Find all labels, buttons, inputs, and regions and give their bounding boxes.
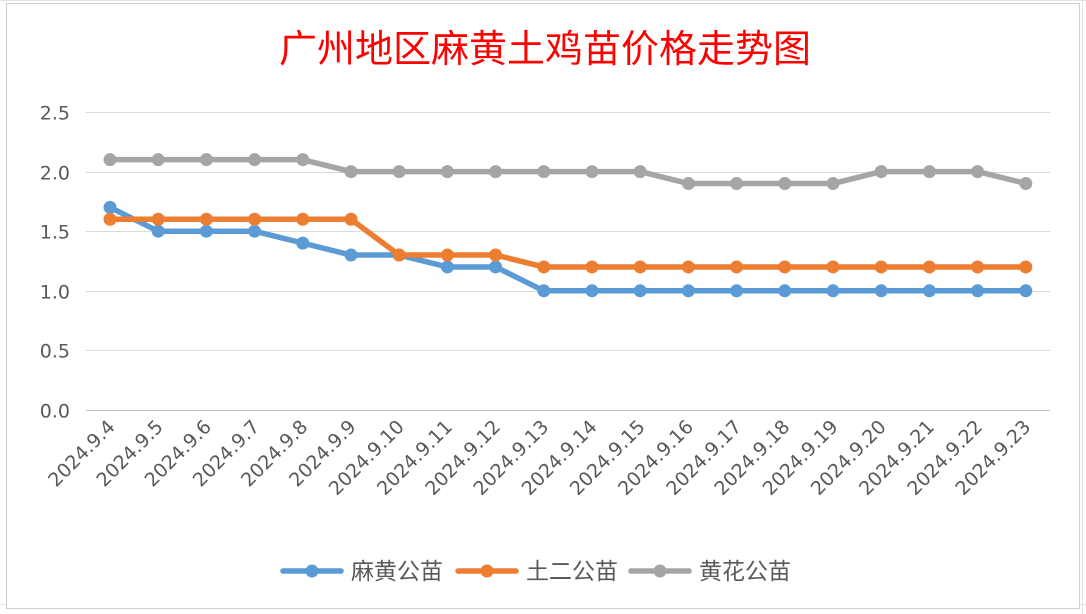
- data-point: [778, 177, 792, 191]
- series-1: [103, 200, 1033, 298]
- data-point: [103, 153, 117, 167]
- data-point: [874, 165, 888, 179]
- legend-label: 麻黄公苗: [351, 559, 443, 585]
- legend-item: 土二公苗: [455, 559, 618, 585]
- data-point: [248, 212, 262, 226]
- data-point: [1019, 177, 1033, 191]
- legend-item: 麻黄公苗: [280, 559, 443, 585]
- data-point: [489, 165, 503, 179]
- data-point: [874, 284, 888, 298]
- legend-label: 黄花公苗: [699, 559, 791, 585]
- data-point: [248, 153, 262, 167]
- data-point: [633, 284, 647, 298]
- chart-frame: [6, 3, 1080, 609]
- data-point: [344, 165, 358, 179]
- data-point: [922, 165, 936, 179]
- data-point: [730, 260, 744, 274]
- data-point: [922, 284, 936, 298]
- data-point: [922, 260, 936, 274]
- y-tick-label: 2.0: [40, 163, 70, 185]
- data-point: [103, 212, 117, 226]
- data-point: [392, 165, 406, 179]
- data-point: [440, 248, 454, 262]
- y-tick-label: 1.0: [40, 282, 70, 304]
- data-point: [296, 212, 310, 226]
- data-point: [296, 153, 310, 167]
- data-point: [874, 260, 888, 274]
- legend: 麻黄公苗 土二公苗 黄花公苗: [280, 559, 791, 585]
- data-point: [440, 260, 454, 274]
- data-point: [971, 260, 985, 274]
- data-point: [730, 177, 744, 191]
- data-point: [489, 248, 503, 262]
- data-point: [826, 284, 840, 298]
- data-point: [826, 260, 840, 274]
- series-line: [107, 156, 1029, 187]
- legend-label: 土二公苗: [526, 559, 618, 585]
- series-2: [103, 212, 1033, 274]
- data-point: [681, 260, 695, 274]
- data-point: [489, 260, 503, 274]
- data-point: [537, 284, 551, 298]
- y-tick-label: 2.5: [40, 103, 70, 125]
- y-tick-label: 0.0: [40, 401, 70, 423]
- data-point: [778, 260, 792, 274]
- data-point: [392, 248, 406, 262]
- legend-swatch-marker: [305, 564, 319, 578]
- series-3: [103, 153, 1033, 191]
- data-point: [103, 200, 117, 214]
- y-tick-label: 0.5: [40, 341, 70, 363]
- data-point: [1019, 260, 1033, 274]
- data-point: [730, 284, 744, 298]
- data-point: [971, 165, 985, 179]
- data-point: [151, 224, 165, 238]
- data-point: [585, 260, 599, 274]
- y-tick-label: 1.5: [40, 222, 70, 244]
- data-point: [296, 236, 310, 250]
- data-point: [199, 224, 213, 238]
- data-point: [778, 284, 792, 298]
- legend-item: 黄花公苗: [628, 559, 791, 585]
- data-point: [585, 165, 599, 179]
- series-line: [107, 216, 1029, 270]
- series-line: [107, 204, 1029, 294]
- data-point: [633, 260, 647, 274]
- data-point: [344, 248, 358, 262]
- data-point: [537, 260, 551, 274]
- data-point: [199, 212, 213, 226]
- data-point: [681, 284, 695, 298]
- data-point: [151, 153, 165, 167]
- data-point: [1019, 284, 1033, 298]
- chart-title: 广州地区麻黄土鸡苗价格走势图: [279, 27, 811, 71]
- data-point: [199, 153, 213, 167]
- data-point: [681, 177, 695, 191]
- data-point: [633, 165, 647, 179]
- legend-swatch-marker: [480, 564, 494, 578]
- data-point: [826, 177, 840, 191]
- data-point: [248, 224, 262, 238]
- data-point: [151, 212, 165, 226]
- legend-swatch-marker: [653, 564, 667, 578]
- data-point: [971, 284, 985, 298]
- data-point: [440, 165, 454, 179]
- data-point: [585, 284, 599, 298]
- data-point: [344, 212, 358, 226]
- data-point: [537, 165, 551, 179]
